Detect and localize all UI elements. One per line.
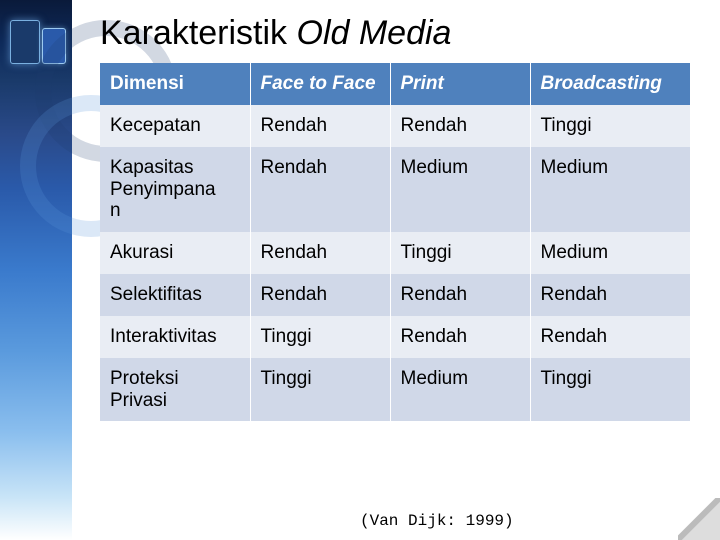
- cell-print: Medium: [390, 147, 530, 233]
- cell-dimensi: Interaktivitas: [100, 316, 250, 358]
- cell-broadcasting: Medium: [530, 232, 690, 274]
- col-header-print: Print: [390, 63, 530, 105]
- slide-content: Karakteristik Old Media Dimensi Face to …: [100, 14, 700, 421]
- cell-print: Rendah: [390, 274, 530, 316]
- table-row: Interaktivitas Tinggi Rendah Rendah: [100, 316, 690, 358]
- cell-f2f: Rendah: [250, 232, 390, 274]
- background-chip: [42, 28, 66, 64]
- cell-dimensi: Kecepatan: [100, 105, 250, 147]
- citation-text: (Van Dijk: 1999): [360, 512, 514, 530]
- cell-dimensi: Kapasitas Penyimpanan: [100, 147, 250, 233]
- col-header-broadcasting: Broadcasting: [530, 63, 690, 105]
- background-strip: [0, 0, 72, 540]
- background-chip: [10, 20, 40, 64]
- cell-broadcasting: Tinggi: [530, 358, 690, 422]
- cell-f2f: Rendah: [250, 105, 390, 147]
- media-characteristics-table: Dimensi Face to Face Print Broadcasting …: [100, 63, 690, 421]
- title-text-plain: Karakteristik: [100, 14, 297, 52]
- table-row: Kapasitas Penyimpanan Rendah Medium Medi…: [100, 147, 690, 233]
- col-header-label: Broadcasting: [541, 73, 662, 94]
- cell-dimensi: Proteksi Privasi: [100, 358, 250, 422]
- col-header-dimensi: Dimensi: [100, 63, 250, 105]
- cell-dimensi: Akurasi: [100, 232, 250, 274]
- cell-f2f: Tinggi: [250, 316, 390, 358]
- table-header-row: Dimensi Face to Face Print Broadcasting: [100, 63, 690, 105]
- table-row: Kecepatan Rendah Rendah Tinggi: [100, 105, 690, 147]
- cell-broadcasting: Medium: [530, 147, 690, 233]
- cell-print: Medium: [390, 358, 530, 422]
- table-row: Proteksi Privasi Tinggi Medium Tinggi: [100, 358, 690, 422]
- cell-broadcasting: Rendah: [530, 274, 690, 316]
- cell-broadcasting: Tinggi: [530, 105, 690, 147]
- cell-dimensi: Selektifitas: [100, 274, 250, 316]
- cell-broadcasting: Rendah: [530, 316, 690, 358]
- col-header-facetoface: Face to Face: [250, 63, 390, 105]
- title-text-italic: Old Media: [297, 14, 452, 52]
- col-header-label: Dimensi: [110, 73, 184, 94]
- table-row: Selektifitas Rendah Rendah Rendah: [100, 274, 690, 316]
- cell-print: Rendah: [390, 316, 530, 358]
- cell-print: Tinggi: [390, 232, 530, 274]
- cell-f2f: Tinggi: [250, 358, 390, 422]
- cell-print: Rendah: [390, 105, 530, 147]
- table-row: Akurasi Rendah Tinggi Medium: [100, 232, 690, 274]
- cell-f2f: Rendah: [250, 147, 390, 233]
- col-header-label: Print: [401, 73, 444, 94]
- col-header-label: Face to Face: [261, 73, 376, 94]
- slide-title: Karakteristik Old Media: [100, 14, 700, 53]
- cell-f2f: Rendah: [250, 274, 390, 316]
- page-corner-decoration: [678, 498, 720, 540]
